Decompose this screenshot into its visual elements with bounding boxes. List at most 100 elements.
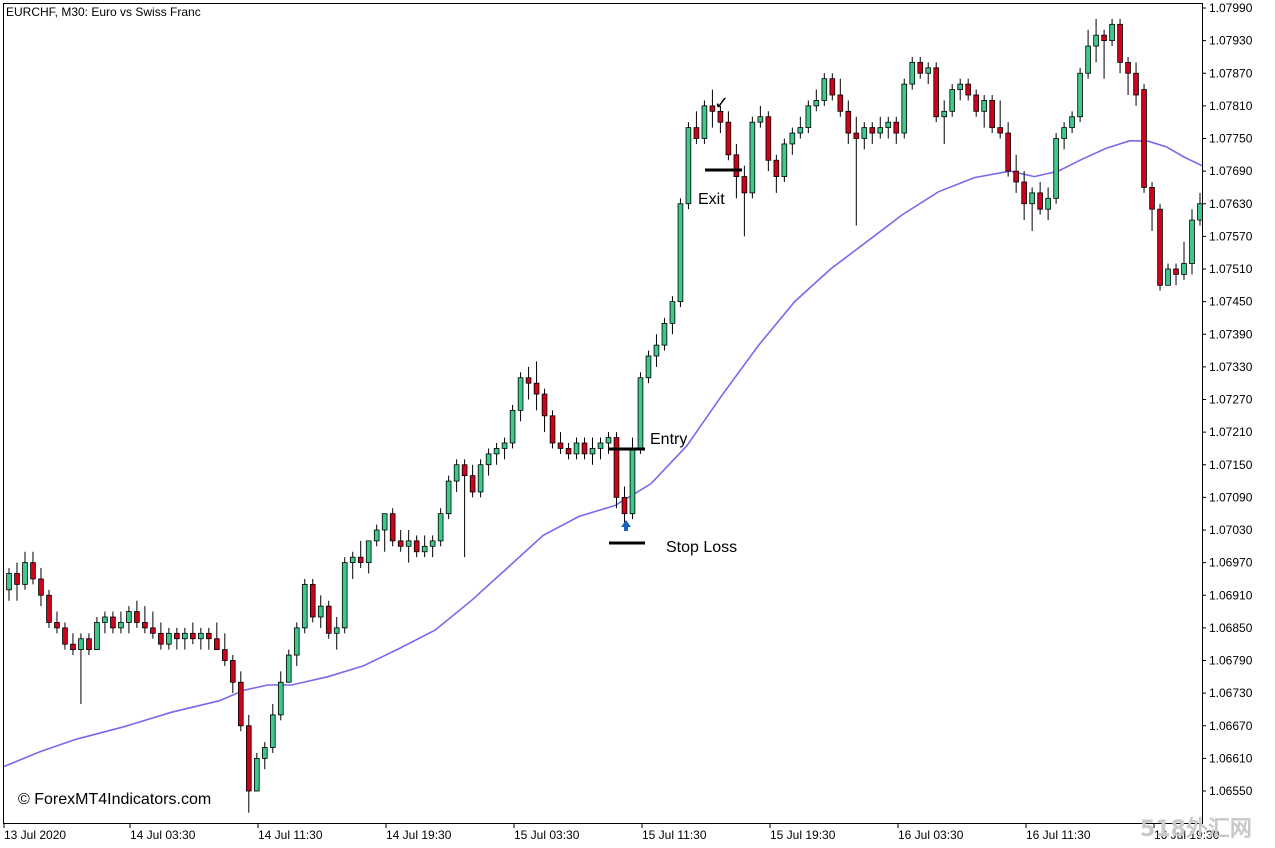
candle-body: [997, 127, 1003, 134]
candle-body: [373, 529, 380, 542]
candle-body: [413, 540, 420, 553]
exit-label: Exit: [698, 191, 725, 208]
candle-body: [885, 121, 892, 129]
candle-body: [709, 105, 716, 112]
candle-body: [477, 464, 484, 493]
candle-body: [941, 110, 948, 118]
candle-body: [1181, 263, 1187, 275]
candle-body: [325, 605, 332, 634]
candle-body: [805, 105, 812, 129]
candle-body: [989, 100, 995, 129]
candle-body: [389, 513, 396, 542]
candle-body: [301, 583, 308, 629]
price-tick-label: 1.07870: [1209, 66, 1253, 80]
watermark-text: © ForexMT4Indicators.com: [18, 791, 211, 808]
price-tick-label: 1.07450: [1209, 295, 1253, 309]
candle-body: [701, 105, 708, 139]
candle-body: [1133, 72, 1139, 96]
candle-body: [637, 377, 644, 449]
price-tick-label: 1.07690: [1209, 164, 1253, 178]
candle-body: [309, 583, 316, 618]
candle-body: [1005, 132, 1011, 172]
candle-body: [821, 78, 828, 101]
candle-body: [557, 442, 564, 449]
candle-body: [1189, 219, 1195, 264]
candle-body: [445, 480, 452, 515]
stop-loss-label: Stop Loss: [666, 539, 737, 556]
time-tick-label: 13 Jul 2020: [4, 828, 66, 842]
price-tick-label: 1.07330: [1209, 360, 1253, 374]
candle-body: [1101, 34, 1107, 42]
candle-body: [158, 632, 164, 645]
price-tick-label: 1.07150: [1209, 458, 1253, 472]
price-tick-label: 1.07270: [1209, 393, 1253, 407]
candle-body: [437, 513, 444, 542]
candle-body: [182, 632, 188, 640]
candle-body: [485, 453, 492, 466]
candle-body: [949, 89, 956, 112]
price-tick-label: 1.06730: [1209, 686, 1253, 700]
buy-arrow-icon: [621, 520, 631, 531]
candle-body: [813, 100, 820, 107]
candle-body: [541, 393, 548, 417]
candle-body: [253, 757, 260, 792]
candle-body: [1125, 61, 1131, 74]
price-tick-label: 1.07630: [1209, 197, 1253, 211]
time-tick-label: 16 Jul 19:30: [1154, 828, 1220, 842]
price-tick-label: 1.06610: [1209, 751, 1253, 765]
candle-body: [613, 437, 620, 498]
candle-body: [933, 67, 940, 118]
candle-body: [581, 442, 588, 455]
candle-body: [333, 627, 340, 634]
candle-body: [893, 121, 900, 134]
candle-body: [1085, 45, 1091, 74]
price-tick-label: 1.07930: [1209, 34, 1253, 48]
candle-body: [861, 127, 868, 139]
time-tick-label: 16 Jul 11:30: [1026, 828, 1091, 842]
candle-body: [70, 643, 76, 651]
candle-body: [1013, 170, 1019, 183]
candle-body: [853, 132, 860, 139]
candle-body: [46, 594, 52, 623]
candle-body: [733, 154, 740, 177]
candle-body: [789, 132, 796, 145]
candle-body: [238, 681, 244, 727]
candle-body: [917, 61, 924, 74]
candle-body: [1197, 203, 1203, 221]
candle-body: [533, 382, 540, 395]
candle-body: [285, 654, 292, 683]
price-tick-label: 1.06850: [1209, 621, 1253, 635]
candle-body: [1077, 72, 1083, 118]
candle-body: [925, 67, 932, 74]
time-tick-label: 15 Jul 11:30: [642, 828, 707, 842]
candle-body: [381, 513, 388, 531]
time-tick-label: 14 Jul 03:30: [130, 828, 196, 842]
candle-body: [973, 94, 979, 112]
moving-average-line: [3, 139, 1203, 768]
candle-body: [86, 638, 92, 651]
candle-body: [493, 448, 500, 455]
candle-body: [677, 203, 684, 303]
candle-body: [589, 448, 596, 455]
price-tick-label: 1.06670: [1209, 719, 1253, 733]
candle-body: [845, 110, 852, 134]
candle-body: [222, 649, 228, 661]
candle-body: [1149, 187, 1155, 210]
price-tick-label: 1.07570: [1209, 229, 1253, 243]
price-tick-label: 1.06970: [1209, 556, 1253, 570]
candle-body: [190, 632, 196, 640]
candle-body: [1165, 268, 1171, 286]
candle-body: [605, 437, 612, 444]
candle-body: [269, 714, 276, 748]
price-tick-label: 1.07750: [1209, 132, 1253, 146]
candle-body: [1157, 208, 1163, 286]
candle-body: [1045, 197, 1051, 210]
chart-frame: [3, 3, 1203, 824]
candle-body: [653, 344, 660, 357]
candle-body: [261, 747, 268, 759]
candle-body: [214, 638, 220, 651]
candle-body: [741, 176, 748, 194]
candle-body: [118, 622, 124, 629]
candle-body: [685, 127, 692, 205]
